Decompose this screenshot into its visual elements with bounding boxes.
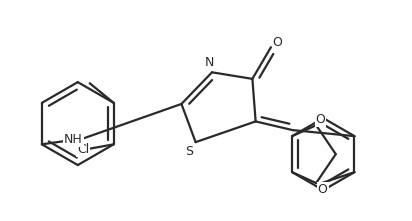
Text: N: N — [205, 56, 215, 69]
Text: NH: NH — [64, 133, 83, 147]
Text: Cl: Cl — [77, 143, 89, 156]
Text: O: O — [318, 183, 328, 196]
Text: O: O — [316, 113, 325, 126]
Text: O: O — [273, 36, 282, 49]
Text: S: S — [185, 145, 193, 158]
